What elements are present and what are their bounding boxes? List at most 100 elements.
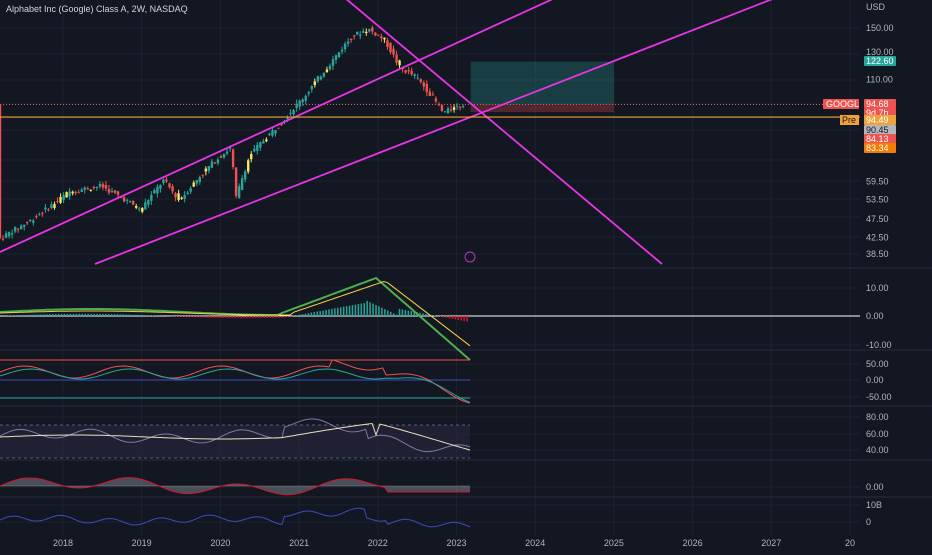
y-tick-label: 42.50	[866, 233, 889, 243]
candle-body	[225, 151, 229, 154]
y-tick-label: 47.50	[866, 214, 889, 224]
osc-line	[0, 477, 470, 496]
candle-body	[271, 130, 274, 136]
candle-body	[313, 81, 317, 86]
candle-body	[207, 166, 211, 171]
candle-body	[362, 31, 365, 33]
price-tag-3	[864, 125, 896, 135]
descending-trendline	[345, 0, 663, 265]
candle-body	[195, 180, 198, 184]
candle-body	[144, 202, 147, 210]
candle-body	[416, 77, 419, 79]
candle-body	[250, 153, 253, 160]
candle-body	[289, 112, 292, 114]
candle-body	[458, 106, 462, 108]
candle-body	[359, 34, 362, 36]
candle-body	[222, 153, 226, 158]
candle-body	[286, 117, 289, 120]
candle-body	[183, 195, 186, 199]
candle-body	[216, 159, 220, 164]
candle-body	[189, 188, 192, 192]
candle-body	[365, 31, 368, 34]
candle-body	[452, 107, 456, 110]
candle-body	[171, 186, 174, 192]
candle-body	[449, 109, 453, 111]
candle-body	[19, 225, 23, 229]
candle-body	[301, 99, 304, 103]
y-tick-label: 59.50	[866, 177, 889, 187]
currency-label: USD	[866, 2, 886, 12]
candle-body	[10, 233, 14, 235]
macd-line	[0, 276, 471, 361]
candle-body	[77, 192, 80, 194]
osc-area	[0, 477, 470, 495]
candle-body	[355, 31, 359, 35]
stoch-d-line	[0, 368, 471, 403]
candle-body	[407, 69, 410, 72]
price-tag-5	[864, 143, 896, 153]
candle-body	[1, 238, 5, 240]
candle-body	[237, 186, 241, 198]
oscillator-pane	[0, 477, 470, 496]
countdown-tag	[864, 109, 896, 118]
rsi-tick: 60.00	[866, 429, 889, 439]
x-tick-label: 2027	[761, 538, 781, 548]
candle-body	[377, 34, 380, 36]
candle-body	[234, 167, 238, 196]
macd-tick: 10.00	[866, 283, 889, 293]
pre-tag-label: Pre	[842, 115, 856, 125]
price-tag-0	[864, 56, 896, 66]
x-tick-label: 2024	[525, 538, 545, 548]
candle-body	[174, 193, 177, 198]
candle-body	[243, 171, 247, 180]
macd-tick: -10.00	[866, 340, 892, 350]
candle-body	[162, 179, 165, 183]
candles	[0, 25, 465, 242]
candle-body	[86, 188, 89, 190]
candle-body	[440, 105, 444, 111]
volume-tick: 0	[866, 517, 871, 527]
stoch-tick: 50.00	[866, 359, 889, 369]
candle-body	[298, 100, 301, 107]
x-tick-label: 2020	[210, 538, 230, 548]
macd-signal-line	[0, 280, 471, 347]
candle-body	[404, 70, 407, 73]
candle-body	[292, 110, 295, 115]
candle-body	[380, 36, 383, 39]
candle-body	[150, 194, 153, 201]
candle-body	[83, 187, 86, 190]
price-tag-label: 84.13	[866, 134, 889, 144]
lightning-icon	[464, 251, 476, 263]
candle-body	[295, 103, 298, 108]
candle-body	[455, 105, 459, 107]
candle-body	[322, 72, 326, 77]
candle-body	[219, 156, 223, 158]
candle-body	[156, 186, 159, 194]
rsi-tick: 40.00	[866, 445, 889, 455]
candle-body	[92, 187, 96, 189]
chart-title: Alphabet Inc (Google) Class A, 2W, NASDA…	[6, 4, 188, 14]
channel-lower-line	[94, 0, 773, 265]
candle-body	[316, 76, 320, 82]
candle-body	[80, 189, 83, 192]
candle-body	[165, 179, 168, 182]
candle-body	[180, 197, 183, 199]
candle-body	[153, 190, 156, 194]
candle-body	[349, 38, 353, 41]
grid	[0, 0, 860, 535]
candle-body	[122, 197, 126, 202]
trendlines	[0, 0, 773, 265]
y-tick-label: 130.00	[866, 47, 894, 57]
candle-body	[32, 220, 35, 223]
x-tick-label: 2018	[53, 538, 73, 548]
stoch-tick: 0.00	[866, 375, 884, 385]
candle-body	[62, 195, 65, 201]
candle-body	[319, 76, 323, 80]
candle-body	[434, 98, 438, 102]
candle-body	[231, 149, 235, 168]
price-tag-label: 122.60	[866, 56, 894, 66]
candle-body	[13, 227, 17, 232]
candle-body	[53, 203, 56, 209]
